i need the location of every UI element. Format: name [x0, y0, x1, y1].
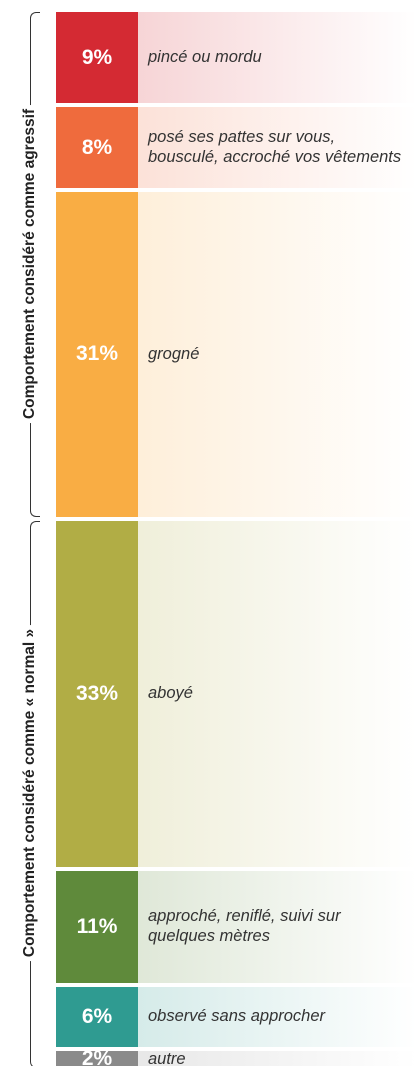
category-label: autre [138, 1050, 417, 1066]
group-label: Comportement considéré comme agressif [21, 105, 39, 424]
category-label: observé sans approcher [138, 987, 417, 1047]
category-label: approché, reniflé, suivi sur quelques mè… [138, 870, 417, 984]
bar-segment: 8% [56, 107, 138, 189]
bar-segment: 11% [56, 870, 138, 984]
bar-segment: 6% [56, 987, 138, 1047]
category-label: pincé ou mordu [138, 12, 417, 104]
category-label: posé ses pattes sur vous, bousculé, accr… [138, 107, 417, 189]
group-label: Comportement considéré comme « normal » [21, 625, 39, 962]
category-label: aboyé [138, 520, 417, 867]
bar-segment: 9% [56, 12, 138, 104]
category-label: grogné [138, 192, 417, 517]
bar-segment: 33% [56, 520, 138, 867]
bar-segment: 2% [56, 1047, 138, 1066]
bar-segment: 31% [56, 192, 138, 517]
